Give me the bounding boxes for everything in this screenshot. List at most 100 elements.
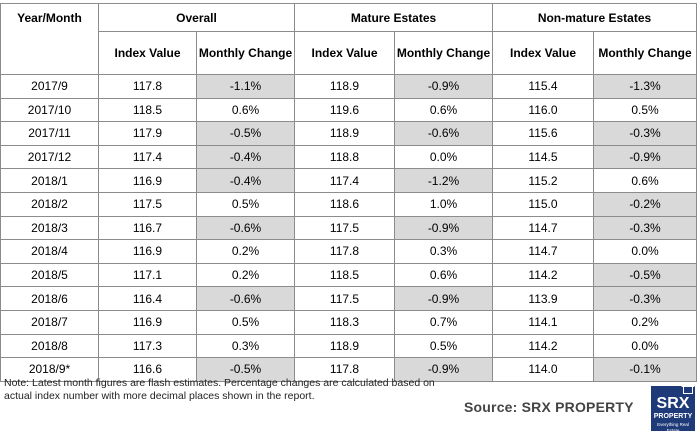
cell-mature-index: 118.9 <box>294 333 395 359</box>
subheader-index-value: Index Value <box>492 31 594 75</box>
cell-year-month: 2017/12 <box>0 144 99 170</box>
house-icon <box>681 386 695 394</box>
cell-mature-change: -0.9% <box>394 215 493 241</box>
cell-mature-change: 1.0% <box>394 191 493 217</box>
table-row: 2018/9* 116.6 -0.5% 117.8 -0.9% 114.0 -0.1% <box>0 357 697 382</box>
header-year-month: Year/Month <box>0 3 99 75</box>
cell-nonmature-index: 115.0 <box>492 191 594 217</box>
cell-nonmature-index: 114.2 <box>492 262 594 288</box>
cell-overall-change: -0.4% <box>196 168 295 193</box>
cell-overall-index: 116.9 <box>98 239 197 264</box>
cell-nonmature-index: 115.6 <box>492 121 594 146</box>
cell-nonmature-change: -1.3% <box>593 74 697 99</box>
cell-nonmature-change: -0.1% <box>593 357 697 382</box>
cell-overall-index: 117.3 <box>98 333 197 359</box>
cell-nonmature-index: 114.2 <box>492 333 594 359</box>
cell-year-month: 2017/10 <box>0 97 99 123</box>
cell-year-month: 2018/2 <box>0 191 99 217</box>
cell-year-month: 2018/7 <box>0 309 99 335</box>
cell-nonmature-index: 114.1 <box>492 309 594 335</box>
cell-mature-change: -0.6% <box>394 121 493 146</box>
cell-nonmature-change: -0.9% <box>593 144 697 170</box>
cell-overall-change: -0.6% <box>196 215 295 241</box>
cell-nonmature-index: 114.7 <box>492 215 594 241</box>
cell-overall-change: 0.5% <box>196 191 295 217</box>
cell-overall-index: 116.6 <box>98 357 197 382</box>
subheader-index-value: Index Value <box>294 31 395 75</box>
cell-mature-change: -1.2% <box>394 168 493 193</box>
cell-mature-change: -0.9% <box>394 357 493 382</box>
cell-overall-change: 0.3% <box>196 333 295 359</box>
cell-nonmature-change: -0.3% <box>593 121 697 146</box>
cell-overall-change: -0.4% <box>196 144 295 170</box>
cell-overall-index: 118.5 <box>98 97 197 123</box>
group-header-non-mature-estates: Non-mature Estates <box>492 3 697 32</box>
cell-nonmature-change: 0.5% <box>593 97 697 123</box>
cell-nonmature-index: 114.5 <box>492 144 594 170</box>
cell-overall-change: 0.2% <box>196 262 295 288</box>
table-row: 2017/12 117.4 -0.4% 118.8 0.0% 114.5 -0.9% <box>0 144 697 170</box>
srx-logo: SRX PROPERTY Everything Real Estate <box>651 386 695 431</box>
cell-year-month: 2018/4 <box>0 239 99 264</box>
table-row: 2018/2 117.5 0.5% 118.6 1.0% 115.0 -0.2% <box>0 191 697 217</box>
table-row: 2018/4 116.9 0.2% 117.8 0.3% 114.7 0.0% <box>0 239 697 264</box>
cell-overall-index: 116.4 <box>98 286 197 311</box>
cell-mature-index: 118.9 <box>294 74 395 99</box>
source-credit: Source: SRX PROPERTY <box>464 399 634 415</box>
cell-year-month: 2018/6 <box>0 286 99 311</box>
cell-mature-index: 117.8 <box>294 239 395 264</box>
cell-mature-change: -0.9% <box>394 74 493 99</box>
group-header-overall: Overall <box>98 3 295 32</box>
logo-tagline: Everything Real Estate <box>657 422 689 431</box>
table-row: 2018/8 117.3 0.3% 118.9 0.5% 114.2 0.0% <box>0 333 697 359</box>
cell-nonmature-change: -0.5% <box>593 262 697 288</box>
table-row: 2018/6 116.4 -0.6% 117.5 -0.9% 113.9 -0.3% <box>0 286 697 311</box>
table-body: 2017/9 117.8 -1.1% 118.9 -0.9% 115.4 -1.3% 2017… <box>0 74 697 382</box>
cell-nonmature-change: 0.6% <box>593 168 697 193</box>
cell-nonmature-index: 116.0 <box>492 97 594 123</box>
cell-overall-index: 116.7 <box>98 215 197 241</box>
cell-mature-index: 118.8 <box>294 144 395 170</box>
cell-year-month: 2018/1 <box>0 168 99 193</box>
cell-overall-index: 117.1 <box>98 262 197 288</box>
cell-overall-change: 0.2% <box>196 239 295 264</box>
table-row: 2018/5 117.1 0.2% 118.5 0.6% 114.2 -0.5% <box>0 262 697 288</box>
cell-overall-index: 117.8 <box>98 74 197 99</box>
cell-mature-change: 0.0% <box>394 144 493 170</box>
cell-year-month: 2018/9* <box>0 357 99 382</box>
cell-mature-index: 118.3 <box>294 309 395 335</box>
cell-nonmature-index: 114.0 <box>492 357 594 382</box>
cell-year-month: 2017/9 <box>0 74 99 99</box>
table-row: 2017/11 117.9 -0.5% 118.9 -0.6% 115.6 -0.3% <box>0 121 697 146</box>
cell-nonmature-index: 115.4 <box>492 74 594 99</box>
cell-nonmature-change: 0.0% <box>593 333 697 359</box>
cell-nonmature-change: 0.0% <box>593 239 697 264</box>
cell-nonmature-change: 0.2% <box>593 309 697 335</box>
cell-year-month: 2018/5 <box>0 262 99 288</box>
table-row: 2018/7 116.9 0.5% 118.3 0.7% 114.1 0.2% <box>0 309 697 335</box>
cell-overall-change: 0.6% <box>196 97 295 123</box>
cell-overall-change: -0.6% <box>196 286 295 311</box>
cell-year-month: 2017/11 <box>0 121 99 146</box>
cell-mature-index: 118.9 <box>294 121 395 146</box>
cell-year-month: 2018/3 <box>0 215 99 241</box>
cell-nonmature-index: 115.2 <box>492 168 594 193</box>
cell-year-month: 2018/8 <box>0 333 99 359</box>
cell-mature-change: 0.7% <box>394 309 493 335</box>
cell-mature-index: 119.6 <box>294 97 395 123</box>
cell-mature-index: 118.5 <box>294 262 395 288</box>
subheader-monthly-change: Monthly Change <box>196 31 295 75</box>
cell-nonmature-change: -0.3% <box>593 215 697 241</box>
cell-mature-change: 0.3% <box>394 239 493 264</box>
cell-mature-index: 118.6 <box>294 191 395 217</box>
price-index-table: Year/Month Overall Mature Estates Non-ma… <box>0 3 697 382</box>
cell-mature-index: 117.8 <box>294 357 395 382</box>
cell-nonmature-change: -0.3% <box>593 286 697 311</box>
cell-overall-change: -1.1% <box>196 74 295 99</box>
cell-mature-change: 0.6% <box>394 262 493 288</box>
footnote: Note: Latest month figures are flash est… <box>4 377 435 402</box>
cell-nonmature-change: -0.2% <box>593 191 697 217</box>
cell-overall-change: 0.5% <box>196 309 295 335</box>
cell-mature-index: 117.5 <box>294 286 395 311</box>
cell-overall-index: 117.9 <box>98 121 197 146</box>
